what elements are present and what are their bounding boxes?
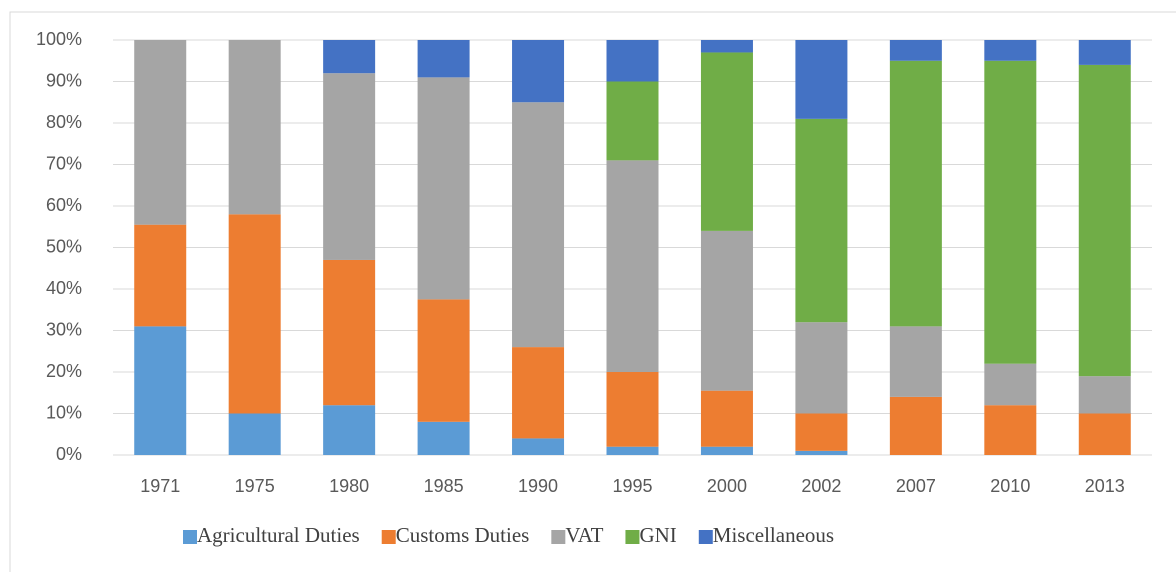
- y-tick-label: 0%: [56, 444, 82, 464]
- bar-segment: [984, 60, 1037, 364]
- bar-segment: [984, 40, 1037, 61]
- y-tick-label: 100%: [36, 29, 82, 49]
- y-tick-label: 50%: [46, 236, 82, 256]
- legend-label: VAT: [565, 523, 603, 547]
- legend-label: Agricultural Duties: [197, 523, 360, 547]
- y-tick-label: 70%: [46, 153, 82, 173]
- bar-segment: [889, 60, 942, 327]
- chart-frame: [9, 11, 1176, 572]
- bar-segment: [228, 214, 281, 414]
- bar-segment: [417, 299, 470, 422]
- bar-segment: [512, 438, 565, 455]
- bar-segment: [417, 77, 470, 300]
- y-tick-label: 20%: [46, 361, 82, 381]
- y-tick-label: 90%: [46, 70, 82, 90]
- x-tick-label: 2007: [896, 476, 936, 496]
- bar-segment: [512, 40, 565, 103]
- bar-segment: [700, 230, 753, 391]
- bar-segment: [606, 40, 659, 82]
- bar-segment: [606, 372, 659, 447]
- bar-segment: [795, 413, 848, 451]
- x-tick-label: 2002: [801, 476, 841, 496]
- legend-label: Customs Duties: [396, 523, 530, 547]
- bar-segment: [795, 322, 848, 414]
- bar-segment: [1078, 64, 1131, 377]
- x-tick-label: 1990: [518, 476, 558, 496]
- y-tick-label: 60%: [46, 195, 82, 215]
- y-tick-label: 10%: [46, 402, 82, 422]
- y-tick-label: 30%: [46, 319, 82, 339]
- bar-segment: [1078, 376, 1131, 414]
- bar-segment: [323, 73, 376, 260]
- bar-segment: [134, 224, 187, 327]
- x-tick-label: 2013: [1085, 476, 1125, 496]
- bar-segment: [606, 446, 659, 455]
- legend-label: Miscellaneous: [713, 523, 834, 547]
- y-tick-label: 80%: [46, 112, 82, 132]
- bar-segment: [795, 450, 848, 455]
- legend-swatch: [625, 530, 640, 544]
- x-tick-label: 1971: [140, 476, 180, 496]
- legend-label: GNI: [639, 523, 676, 547]
- legend-swatch: [381, 530, 396, 544]
- bar-segment: [606, 81, 659, 161]
- x-tick-label: 1980: [329, 476, 369, 496]
- bar-segment: [700, 40, 753, 53]
- x-tick-label: 1975: [235, 476, 275, 496]
- bar-segment: [889, 40, 942, 61]
- bar-segment: [1078, 40, 1131, 65]
- bar-segment: [889, 396, 942, 455]
- bar-segment: [228, 40, 281, 215]
- bar-segment: [323, 40, 376, 74]
- bar-segment: [323, 259, 376, 406]
- bar-segment: [700, 52, 753, 231]
- x-tick-label: 2010: [990, 476, 1030, 496]
- bar-segment: [700, 446, 753, 455]
- x-tick-label: 1995: [612, 476, 652, 496]
- bar-segment: [889, 326, 942, 397]
- bar-segment: [795, 40, 848, 119]
- bar-segment: [323, 405, 376, 455]
- bar-segment: [417, 40, 470, 78]
- bar-segment: [984, 363, 1037, 406]
- legend-swatch: [551, 530, 566, 544]
- legend-swatch: [698, 530, 713, 544]
- bar-segment: [795, 118, 848, 323]
- x-tick-label: 2000: [707, 476, 747, 496]
- bar-segment: [1078, 413, 1131, 455]
- bar-segment: [984, 405, 1037, 455]
- bar-segment: [512, 347, 565, 439]
- bar-segment: [606, 160, 659, 372]
- y-tick-label: 40%: [46, 278, 82, 298]
- bar-segment: [228, 413, 281, 455]
- bar-segment: [512, 102, 565, 348]
- bar-segment: [417, 421, 470, 455]
- legend-swatch: [183, 530, 197, 544]
- x-tick-label: 1985: [424, 476, 464, 496]
- bar-segment: [134, 40, 187, 225]
- bar-segment: [700, 390, 753, 447]
- bar-segment: [134, 326, 187, 455]
